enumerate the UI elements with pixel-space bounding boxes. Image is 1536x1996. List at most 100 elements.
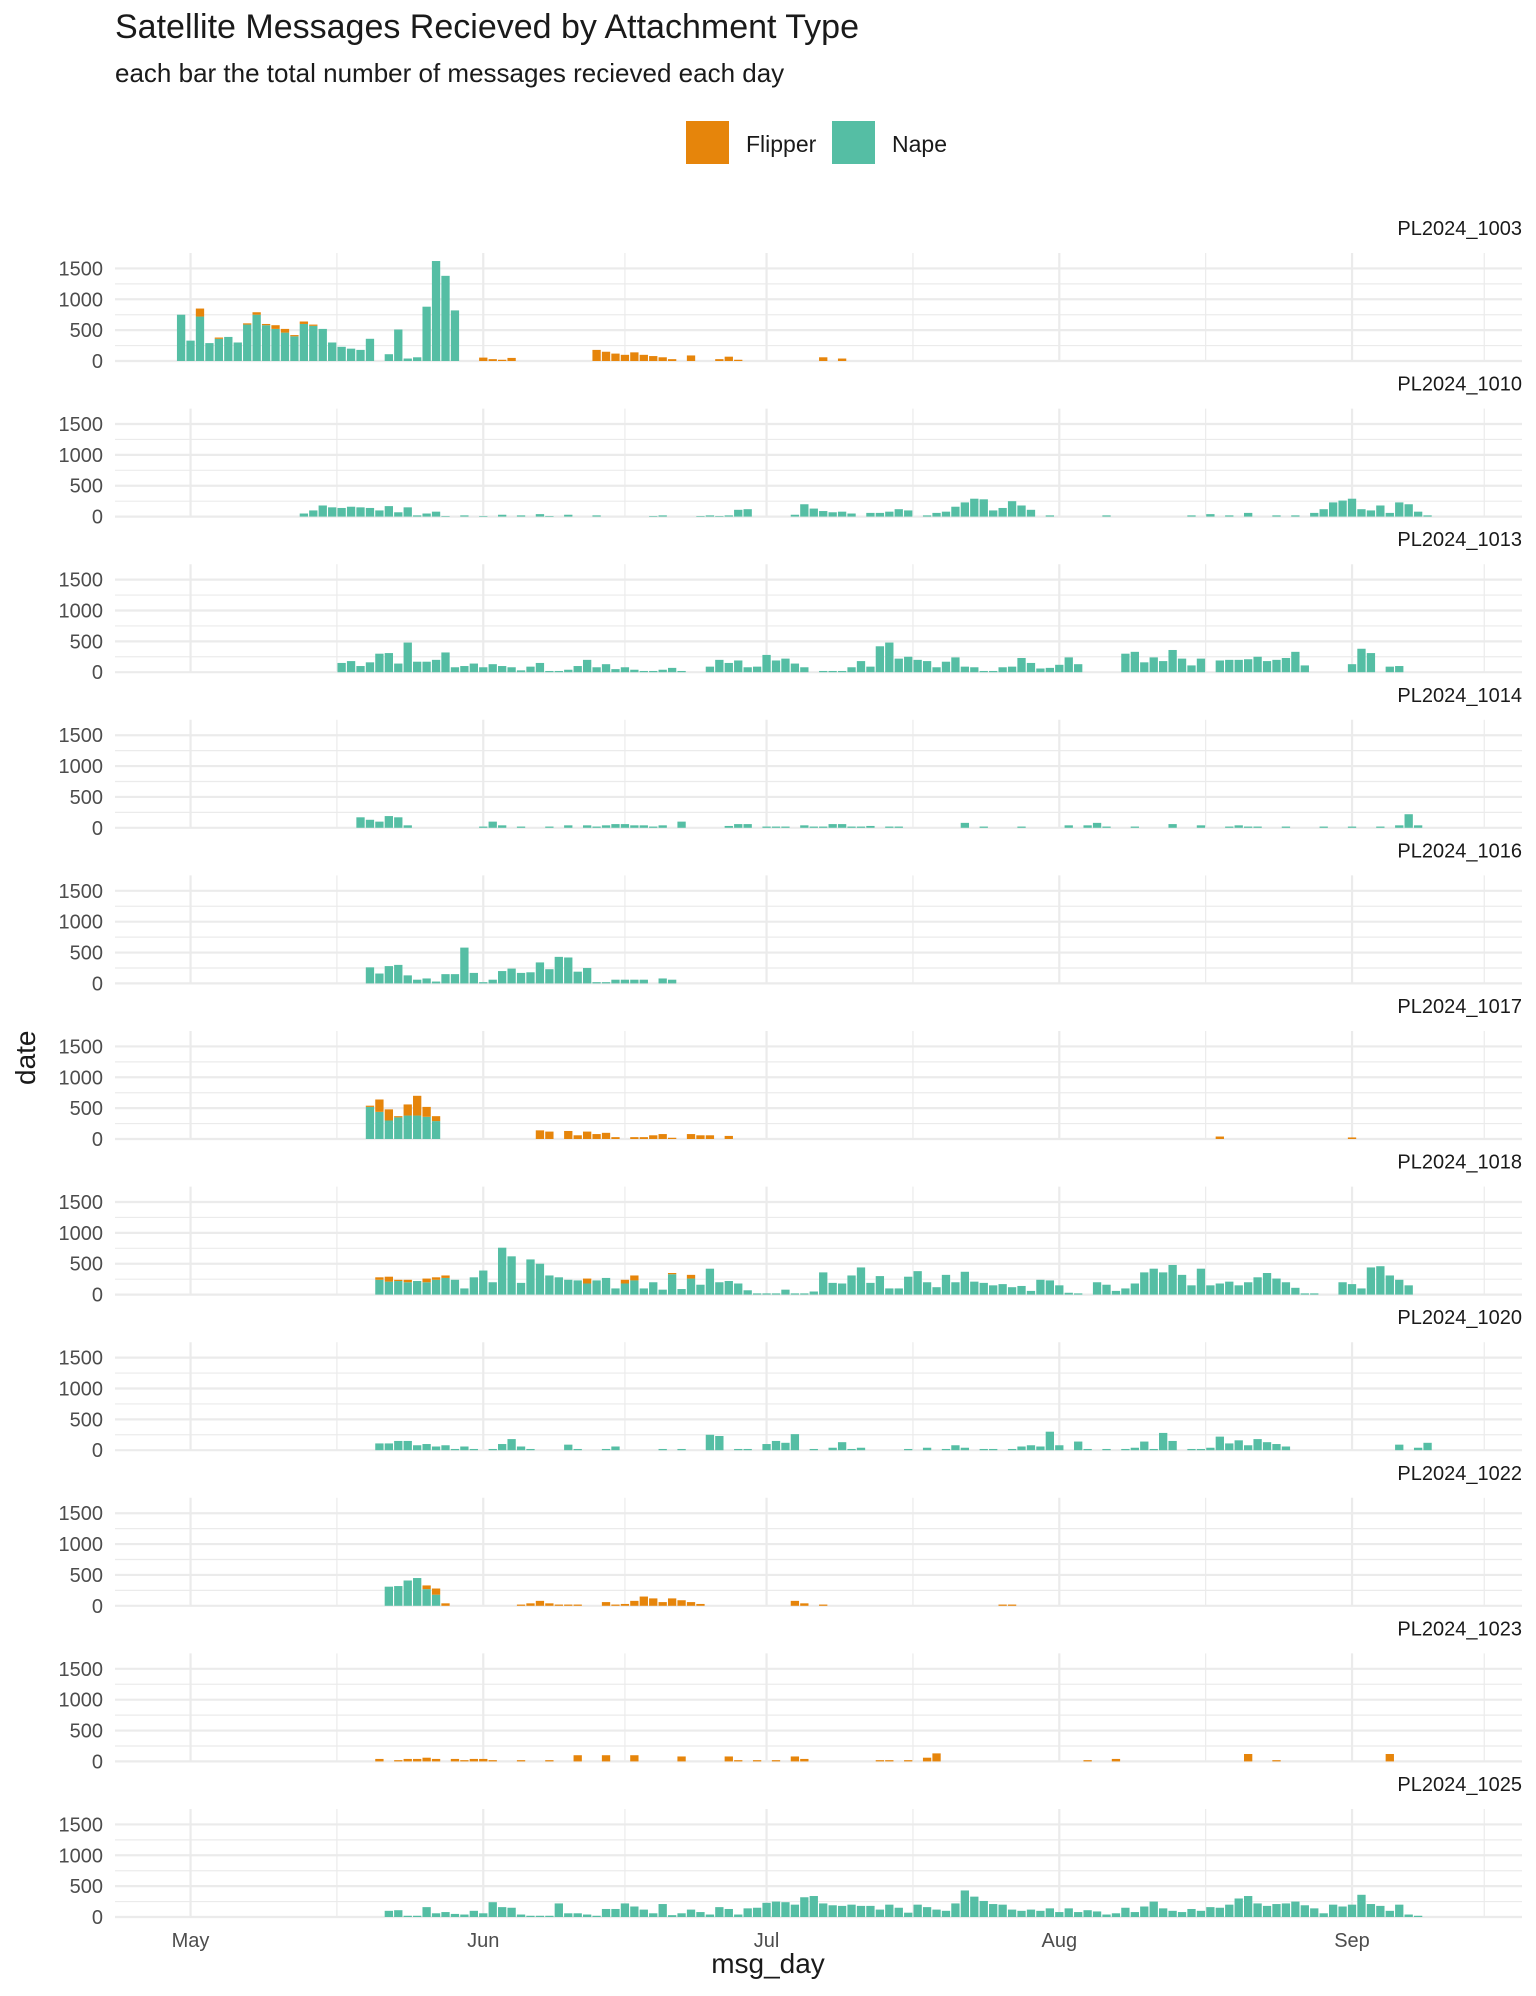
bar-nape — [828, 824, 837, 828]
bar-flipper — [592, 1134, 601, 1139]
bar-nape — [1007, 1448, 1017, 1451]
bar-flipper — [601, 351, 611, 361]
bar-nape — [1225, 515, 1234, 517]
bar-nape — [1140, 1441, 1149, 1451]
bar-nape — [1130, 1912, 1139, 1917]
bar-nape — [1413, 825, 1423, 828]
bar-nape — [1319, 826, 1328, 828]
bar-nape — [1234, 659, 1243, 673]
bar-flipper — [243, 323, 252, 325]
y-tick-label: 1500 — [59, 414, 104, 436]
bar-nape — [979, 826, 988, 828]
bar-nape — [1281, 1903, 1291, 1917]
bar-nape — [1083, 1910, 1092, 1917]
y-tick-label: 1500 — [59, 1503, 104, 1525]
bar-flipper — [611, 1137, 620, 1139]
bar-nape — [1045, 1431, 1055, 1451]
bar-nape — [526, 1448, 535, 1451]
bar-nape — [1187, 1285, 1196, 1295]
bar-nape — [431, 1913, 441, 1917]
bar-nape — [545, 1915, 554, 1917]
bar-nape — [488, 821, 497, 828]
bar-nape — [403, 1115, 412, 1139]
bar-nape — [819, 1903, 828, 1917]
bar-nape — [1102, 1284, 1111, 1295]
bar-nape — [431, 261, 441, 361]
bar-nape — [592, 982, 601, 984]
bar-nape — [800, 667, 809, 673]
bar-nape — [1404, 504, 1413, 517]
bar-flipper — [800, 1758, 809, 1762]
bar-nape — [1413, 511, 1423, 517]
bar-flipper — [724, 1756, 733, 1762]
bar-nape — [743, 667, 752, 673]
bar-nape — [1036, 1446, 1045, 1451]
x-tick-label: Sep — [1334, 1930, 1370, 1952]
bar-nape — [743, 824, 752, 828]
y-tick-label: 500 — [70, 1721, 103, 1743]
bar-flipper — [904, 1760, 913, 1762]
bar-nape — [705, 1914, 715, 1917]
bar-nape — [856, 1905, 866, 1917]
bar-nape — [1168, 649, 1177, 673]
bar-nape — [1045, 1908, 1055, 1917]
bar-flipper — [271, 325, 280, 329]
bar-flipper — [658, 1134, 667, 1139]
bar-nape — [1168, 1910, 1177, 1917]
bar-nape — [649, 515, 658, 517]
bar-flipper — [601, 1132, 611, 1139]
bar-nape — [176, 314, 186, 361]
bar-nape — [526, 666, 535, 673]
bar-nape — [545, 670, 554, 673]
bar-nape — [384, 653, 394, 673]
bar-nape — [1111, 1913, 1121, 1917]
bar-nape — [866, 666, 875, 673]
bar-nape — [413, 1445, 422, 1451]
bar-nape — [479, 982, 488, 984]
bar-nape — [979, 1448, 988, 1451]
bar-nape — [271, 328, 280, 361]
bar-nape — [649, 670, 658, 673]
bar-nape — [1102, 515, 1111, 517]
bar-flipper — [195, 308, 205, 317]
bar-nape — [611, 669, 620, 673]
bar-nape — [328, 342, 337, 361]
bar-nape — [1234, 1440, 1243, 1451]
y-tick-label: 500 — [70, 631, 103, 653]
bar-flipper — [582, 1131, 592, 1139]
bar-nape — [280, 332, 290, 361]
bar-nape — [441, 1445, 450, 1451]
bar-nape — [1206, 1907, 1215, 1917]
bar-nape — [1045, 515, 1055, 517]
bar-flipper — [431, 1588, 441, 1595]
legend-label-nape: Nape — [892, 131, 947, 157]
bar-nape — [601, 1277, 611, 1295]
bar-nape — [1300, 665, 1309, 673]
bar-nape — [573, 1280, 582, 1295]
bar-nape — [214, 338, 224, 361]
bar-nape — [800, 1293, 809, 1295]
bar-nape — [809, 508, 818, 517]
bar-nape — [460, 666, 469, 673]
y-tick-label: 1500 — [59, 258, 104, 280]
bar-nape — [592, 826, 601, 828]
bar-nape — [498, 666, 507, 673]
bar-nape — [592, 1915, 601, 1917]
bar-nape — [545, 1275, 554, 1295]
bar-nape — [715, 659, 724, 673]
bar-nape — [403, 507, 412, 517]
bar-flipper — [422, 1278, 431, 1283]
bar-nape — [1376, 1266, 1385, 1295]
bar-nape — [1347, 1284, 1357, 1295]
bar-nape — [1262, 1905, 1272, 1917]
bar-nape — [1064, 825, 1073, 828]
bar-nape — [875, 512, 885, 517]
bar-nape — [771, 660, 781, 673]
bar-nape — [1092, 1282, 1102, 1295]
bar-flipper — [592, 349, 601, 361]
bar-nape — [1036, 1279, 1045, 1295]
bar-nape — [686, 1278, 696, 1295]
bar-nape — [951, 1903, 960, 1917]
bar-nape — [809, 1896, 818, 1917]
y-tick-label: 1000 — [59, 1223, 104, 1245]
